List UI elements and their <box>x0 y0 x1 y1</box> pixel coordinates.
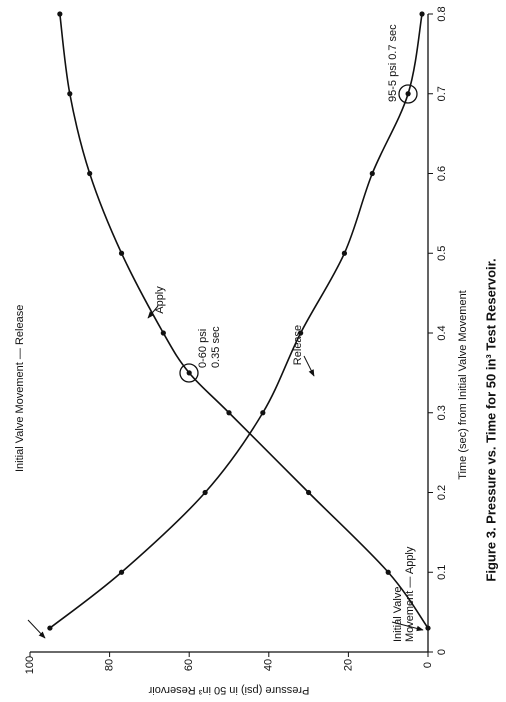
legend-label: Apply <box>154 286 166 314</box>
annotation: Initial Valve <box>392 587 404 642</box>
x-tick-label: 0.3 <box>436 405 448 420</box>
annotation: 0-60 psi <box>197 329 209 368</box>
data-point <box>226 410 232 416</box>
data-point <box>306 489 312 496</box>
rotated-plot: Time (sec) from Initial Valve Movement P… <box>14 6 499 696</box>
data-point <box>341 250 348 256</box>
y-tick-label: 0 <box>422 662 434 668</box>
data-point <box>260 410 266 416</box>
x-axis-label: Time (sec) from Initial Valve Movement <box>457 290 469 480</box>
data-point <box>385 569 391 575</box>
series-line <box>49 13 423 629</box>
data-point <box>87 170 93 177</box>
y-tick-label: 40 <box>263 659 275 671</box>
arrow <box>303 355 315 377</box>
x-tick-label: 0.2 <box>436 485 448 500</box>
y-tick-label: 60 <box>183 659 195 671</box>
data-point <box>298 330 304 336</box>
data-point <box>419 11 425 17</box>
annotation: Initial Valve Movement — Release <box>14 305 26 472</box>
data-point <box>202 489 208 496</box>
data-point <box>47 625 53 631</box>
data-point <box>57 11 63 17</box>
caption: Figure 3. Pressure vs. Time for 50 in³ T… <box>483 258 498 581</box>
y-axis-label: Pressure (psi) in 50 in³ Reservoir <box>148 684 309 696</box>
data-point <box>118 569 125 575</box>
annotation: Movement — Apply <box>404 546 416 642</box>
highlight-circle <box>179 363 199 383</box>
arrow <box>147 305 159 319</box>
data-point <box>186 370 192 376</box>
annotation: 0.35 sec <box>210 326 222 368</box>
data-point <box>160 330 166 336</box>
highlight-circle <box>398 84 418 104</box>
x-tick-label: 0.7 <box>436 86 448 101</box>
y-tick-label: 80 <box>104 659 116 671</box>
arrow <box>391 621 424 632</box>
x-tick-label: 0 <box>436 649 448 655</box>
data-point <box>425 625 431 631</box>
data-point <box>405 91 411 97</box>
annotation: 95-5 psi 0.7 sec <box>387 24 399 102</box>
x-tick-label: 0.8 <box>436 6 448 21</box>
arrow <box>27 619 46 639</box>
x-tick-label: 0.4 <box>436 325 448 340</box>
y-tick-label: 100 <box>24 656 36 674</box>
x-tick-label: 0.5 <box>436 246 448 261</box>
series-line <box>59 13 429 629</box>
data-point <box>67 91 73 97</box>
y-tick-label: 20 <box>342 659 354 671</box>
data-point <box>118 250 125 256</box>
x-tick-label: 0.1 <box>436 565 448 580</box>
data-point <box>369 170 375 177</box>
x-tick-label: 0.6 <box>436 166 448 181</box>
